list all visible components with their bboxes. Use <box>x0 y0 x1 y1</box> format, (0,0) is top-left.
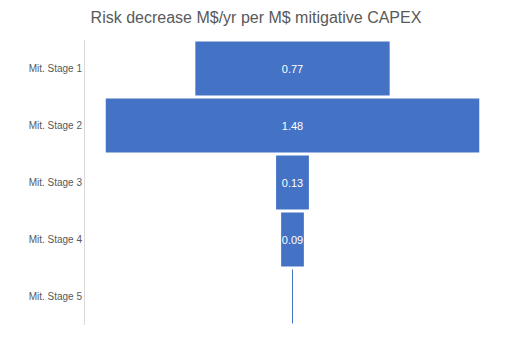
svg-text:0.13: 0.13 <box>282 177 303 189</box>
svg-text:0.77: 0.77 <box>282 63 303 75</box>
svg-text:0.09: 0.09 <box>282 234 303 246</box>
svg-text:Mit. Stage 2: Mit. Stage 2 <box>29 120 83 131</box>
svg-text:Mit. Stage 3: Mit. Stage 3 <box>29 177 83 188</box>
svg-text:Mit. Stage 5: Mit. Stage 5 <box>29 291 83 302</box>
svg-text:1.48: 1.48 <box>282 120 303 132</box>
svg-text:Risk decrease M$/yr per M$ mit: Risk decrease M$/yr per M$ mitigative CA… <box>91 9 422 26</box>
svg-text:Mit. Stage 4: Mit. Stage 4 <box>29 234 83 245</box>
svg-text:Mit. Stage 1: Mit. Stage 1 <box>29 63 83 74</box>
